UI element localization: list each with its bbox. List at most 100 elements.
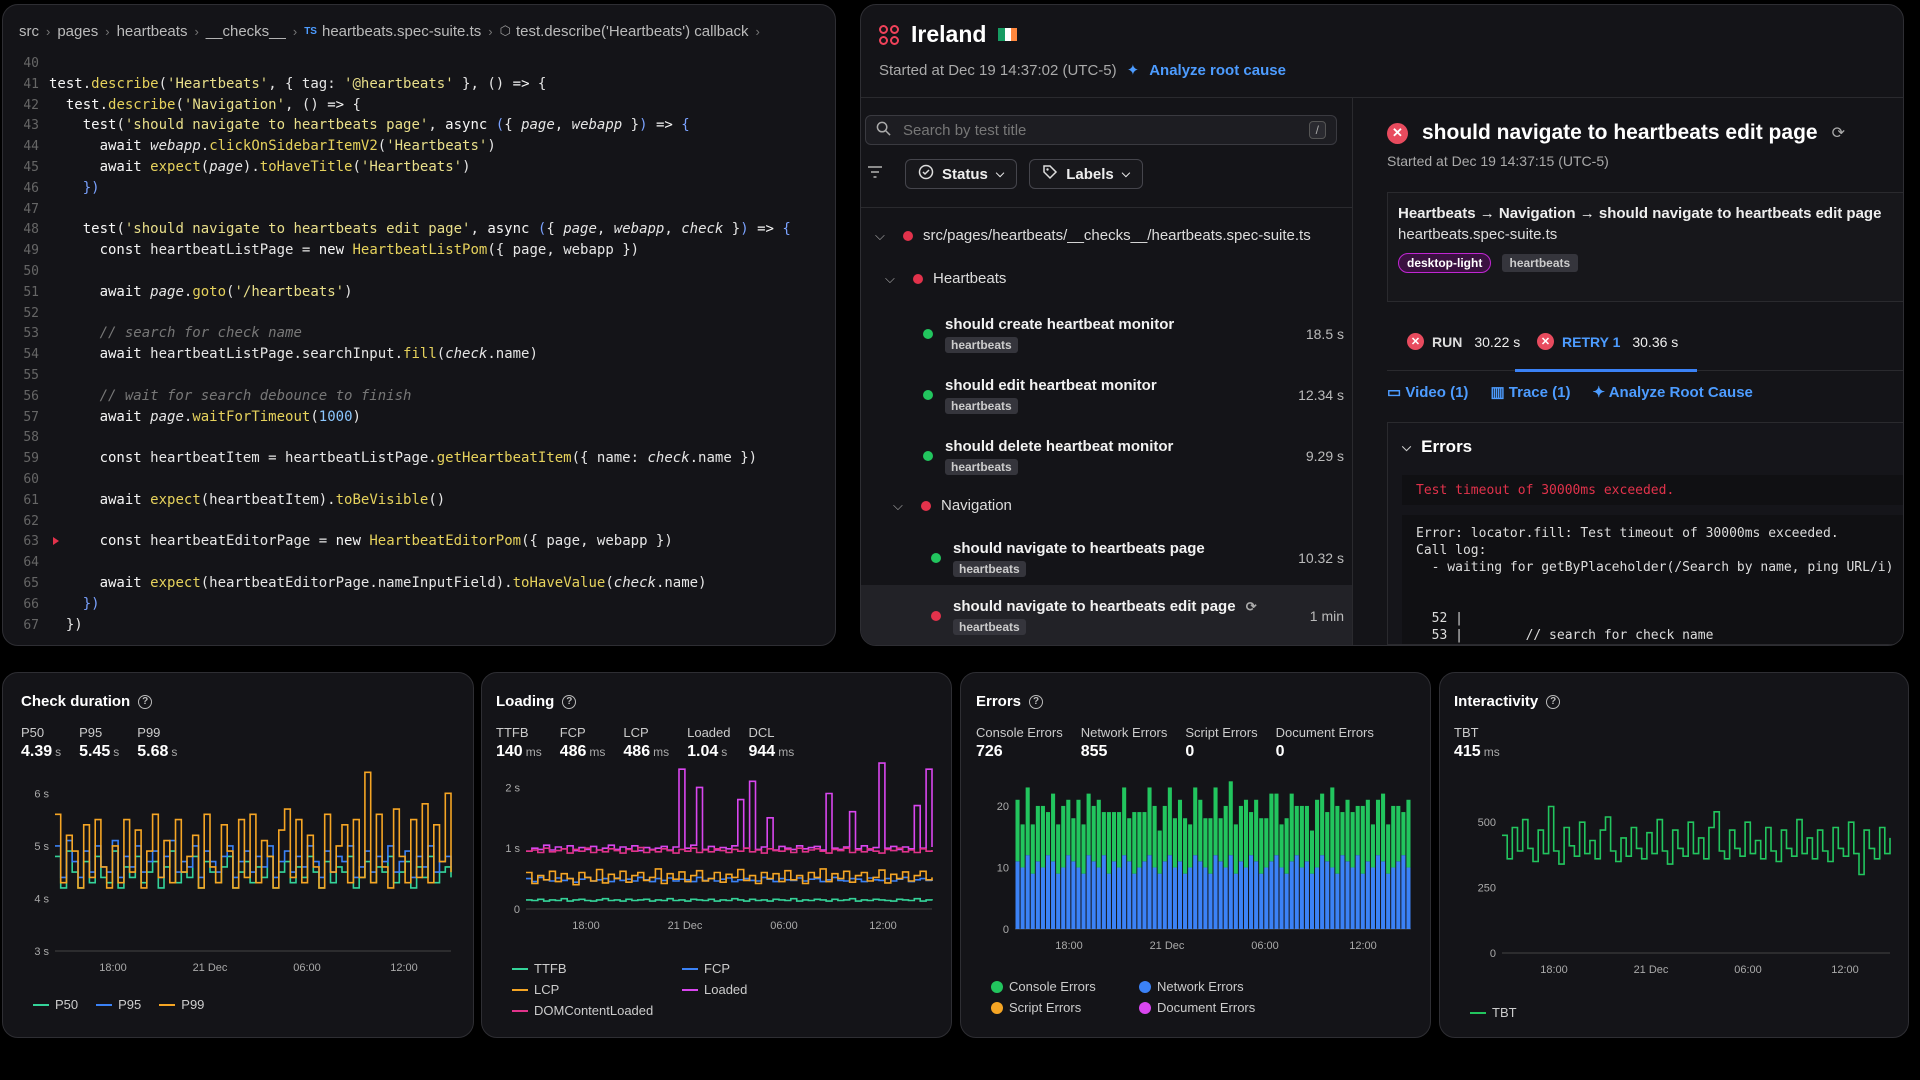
code-area[interactable]: 40 41 test.describe('Heartbeats', { tag: '… [3,53,835,635]
help-icon[interactable]: ? [1029,694,1044,709]
tab-run[interactable]: ✕ RUN 30.22 s [1407,333,1520,350]
breadcrumb-pages[interactable]: pages [57,22,99,40]
labels-filter-button[interactable]: Labels ⌵ [1029,159,1144,189]
errors-chart[interactable]: 0 10 20 18:00 21 Dec 06:00 12:00 [961,673,1431,1038]
interactivity-chart[interactable]: 0 250 500 18:00 21 Dec 06:00 12:00 [1440,673,1909,1038]
tab-retry-1[interactable]: ✕ RETRY 1 30.36 s [1537,333,1678,350]
code-line[interactable]: 55 [3,365,835,386]
x-tick-label: 18:00 [572,920,600,932]
bar-console-errors [1355,805,1360,856]
code-line[interactable]: 63 const heartbeatEditorPage = new Heart… [3,531,835,552]
y-tick-label: 0 [1003,924,1009,936]
code-line[interactable]: 53 // search for check name [3,323,835,344]
duration-chart[interactable]: 3 s 4 s 5 s 6 s 18:00 21 Dec 06:00 12:00 [3,673,474,1038]
test-row-selected[interactable]: should navigate to heartbeats edit page … [861,585,1352,645]
code-line[interactable]: 51 await page.goto('/heartbeats') [3,282,835,303]
filter-bar: Status ⌵ Labels ⌵ [867,159,1144,189]
breadcrumb-heartbeats[interactable]: heartbeats [116,22,188,40]
code-line[interactable]: 67 }) [3,615,835,636]
test-row[interactable]: should edit heartbeat monitor heartbeats … [861,372,1352,418]
bar-console-errors [1386,824,1391,874]
bar-console-errors [1193,787,1198,856]
chevron-right-icon: › [105,23,110,39]
code-line[interactable]: 41 test.describe('Heartbeats', { tag: '@h… [3,74,835,95]
code-line[interactable]: 42 test.describe('Navigation', () => { [3,95,835,116]
test-tag: heartbeats [945,336,1018,353]
breadcrumb-checks[interactable]: __checks__ [205,22,286,40]
legend-ttfb: TTFB [512,961,682,976]
tree-group-heartbeats[interactable]: ⌵ Heartbeats [861,270,1352,287]
code-line[interactable]: 43 test('should navigate to heartbeats p… [3,115,835,136]
bar-network-errors [1066,855,1071,929]
bar-network-errors [1015,861,1020,929]
bar-console-errors [1030,824,1035,874]
bar-network-errors [1340,855,1345,929]
search-input[interactable]: Search by test title / [865,115,1337,145]
bar-console-errors [1264,818,1269,868]
help-icon[interactable]: ? [1546,694,1561,709]
metric-p99: P99 5.68 s [137,725,178,760]
code-line[interactable]: 62 [3,511,835,532]
code-line[interactable]: 49 const heartbeatListPage = new Heartbe… [3,240,835,261]
code-line[interactable]: 59 const heartbeatItem = heartbeatListPa… [3,448,835,469]
legend-fcp: FCP [682,961,747,976]
bar-console-errors [1299,805,1304,868]
test-tag: heartbeats [953,560,1026,577]
errors-heading[interactable]: ⌵ Errors [1402,437,1473,456]
code-line[interactable]: 56 // wait for search debounce to finish [3,386,835,407]
status-filter-button[interactable]: Status ⌵ [905,159,1018,189]
breadcrumb-file[interactable]: heartbeats.spec-suite.ts [321,22,482,40]
bar-network-errors [1056,873,1061,929]
code-line[interactable]: 54 await heartbeatListPage.searchInput.f… [3,344,835,365]
refresh-icon[interactable]: ⟳ [1831,125,1845,142]
test-row[interactable]: should delete heartbeat monitor heartbeat… [861,433,1352,479]
test-row[interactable]: should create heartbeat monitor heartbeat… [861,311,1352,357]
filter-icon[interactable] [867,165,893,184]
interactivity-card: Interactivity? TBT 415 ms 0 250 500 18:00 21 D… [1439,672,1909,1038]
code-line[interactable]: 46 }) [3,178,835,199]
code-line[interactable]: 48 test('should navigate to heartbeats e… [3,219,835,240]
analyze-root-cause-link[interactable]: Analyze root cause [1149,61,1286,79]
line-number: 54 [23,347,39,363]
code-line[interactable]: 40 [3,53,835,74]
bar-console-errors [1172,818,1177,868]
help-icon[interactable]: ? [138,694,153,709]
code-line[interactable]: 45 await expect(page).toHaveTitle('Heart… [3,157,835,178]
code-line[interactable]: 61 await expect(heartbeatItem).toBeVisib… [3,490,835,511]
bar-network-errors [1162,861,1167,929]
bar-network-errors [1142,861,1147,929]
code-line[interactable]: 57 await page.waitForTimeout(1000) [3,407,835,428]
breadcrumb-src[interactable]: src [19,22,39,40]
code-line[interactable]: 60 [3,469,835,490]
trace-link[interactable]: ▥ Trace (1) [1490,384,1571,401]
line-number: 49 [23,243,39,259]
code-line[interactable]: 50 [3,261,835,282]
chart-legend: TTFB FCP LCP Loaded DOMContentLoaded [512,961,747,1018]
analyze-root-cause-link[interactable]: ✦ Analyze Root Cause [1592,384,1753,401]
bar-network-errors [1345,861,1350,929]
code-line[interactable]: 52 [3,303,835,324]
breadcrumb-symbol[interactable]: test.describe('Heartbeats') callback [515,22,749,40]
code-line[interactable]: 66 }) [3,594,835,615]
bar-console-errors [1223,805,1228,868]
help-icon[interactable]: ? [562,694,577,709]
loading-chart[interactable]: 0 1 s 2 s 18:00 21 Dec 06:00 12:00 [482,673,952,1038]
test-tag: heartbeats [945,458,1018,475]
video-link[interactable]: ▭ Video (1) [1387,384,1469,401]
code-line[interactable]: 44 await webapp.clickOnSidebarItemV2('He… [3,136,835,157]
chevron-down-icon: ⌵ [1402,439,1412,454]
loading-card: Loading? TTFB 140 ms FCP 486 ms LCP 486 ms Loa… [481,672,952,1038]
tree-file-node[interactable]: ⌵ src/pages/heartbeats/__checks__/heartb… [861,227,1352,244]
code-line[interactable]: 47 [3,199,835,220]
test-row[interactable]: should navigate to heartbeats page heartb… [861,535,1352,581]
code-line[interactable]: 65 await expect(heartbeatEditorPage.name… [3,573,835,594]
metric-fcp: FCP 486 ms [559,725,606,760]
code-editor[interactable]: src › pages › heartbeats › __checks__ › TS he… [2,4,836,646]
bar-network-errors [1233,873,1238,929]
bar-console-errors [1259,818,1264,874]
code-line[interactable]: 64 [3,552,835,573]
breadcrumb: src › pages › heartbeats › __checks__ › TS he… [3,5,835,57]
chevron-down-icon: ⌵ [1121,167,1131,180]
code-line[interactable]: 58 [3,427,835,448]
tree-group-navigation[interactable]: ⌵ Navigation [861,497,1352,514]
